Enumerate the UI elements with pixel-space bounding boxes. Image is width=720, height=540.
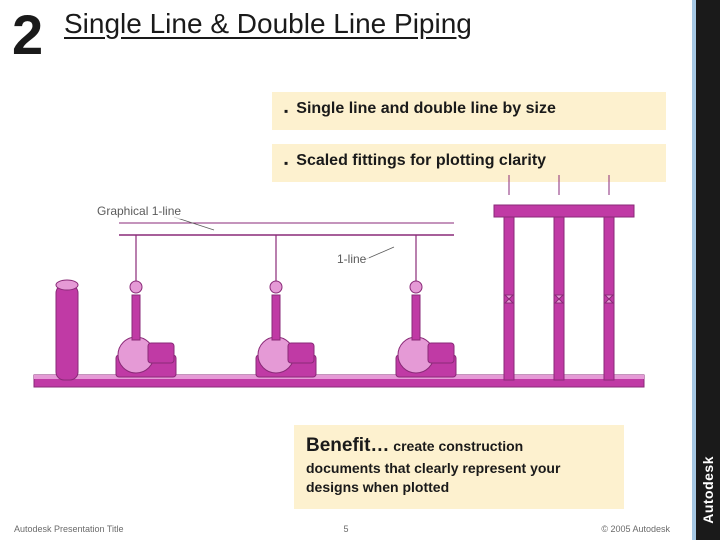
piping-diagram: Graphical 1-line 1-line (24, 175, 664, 425)
benefit-lead: Benefit… (306, 435, 389, 456)
slide-number: 2 (12, 2, 43, 67)
slide-title: Single Line & Double Line Piping (64, 8, 472, 40)
benefit-rest: documents that clearly represent your de… (306, 459, 612, 497)
bullet-marker-icon: ▪ (284, 100, 288, 122)
benefit-box: Benefit… create construction documents t… (294, 425, 624, 509)
bullet-marker-icon: ▪ (284, 152, 288, 174)
benefit-line1: Benefit… create construction (306, 435, 612, 457)
benefit-sub: create construction (389, 438, 523, 454)
diagram-callout-graphical: Graphical 1-line (94, 203, 184, 219)
slide-footer: Autodesk Presentation Title 5 © 2005 Aut… (0, 524, 692, 534)
brand-logo: Autodesk (700, 456, 716, 524)
bullet-list: ▪ Single line and double line by size ▪ … (272, 92, 666, 182)
footer-page-number: 5 (343, 524, 348, 534)
footer-copyright: © 2005 Autodesk (601, 524, 670, 534)
bullet-text: Scaled fittings for plotting clarity (296, 152, 546, 170)
brand-band: Autodesk (696, 0, 720, 540)
bullet-item: ▪ Single line and double line by size (272, 92, 666, 130)
footer-left: Autodesk Presentation Title (14, 524, 124, 534)
bullet-text: Single line and double line by size (296, 100, 556, 118)
diagram-callout-oneline: 1-line (334, 251, 369, 267)
